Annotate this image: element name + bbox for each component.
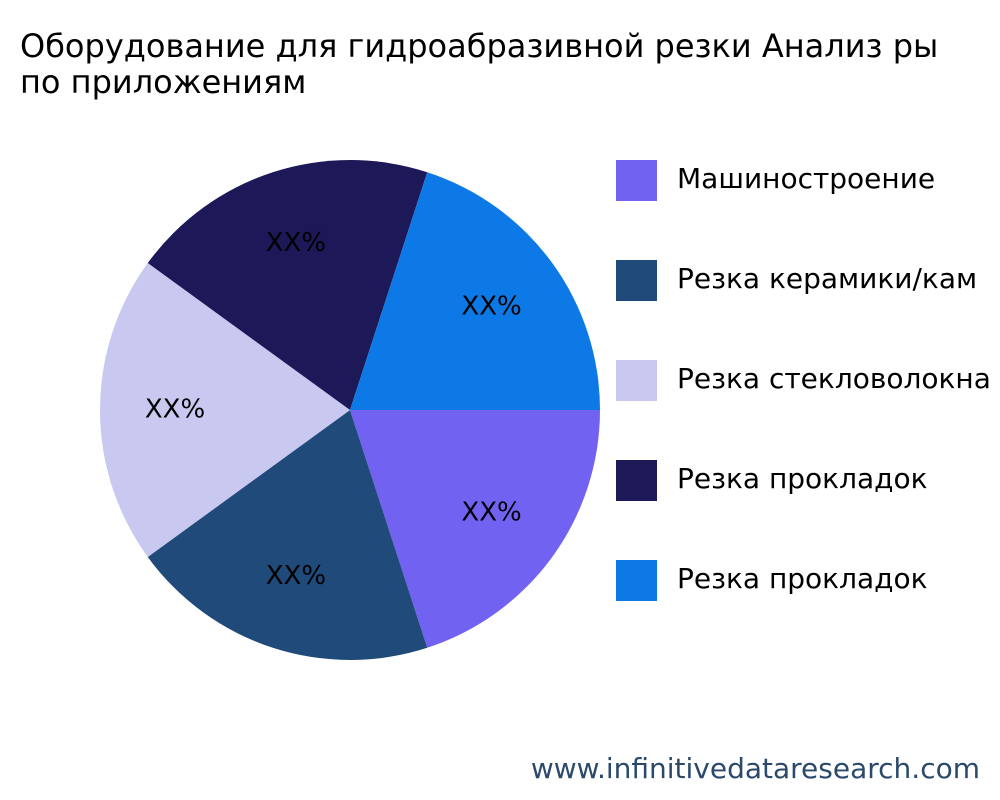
- pie-slice: [100, 263, 350, 557]
- pie-slice: [350, 410, 600, 648]
- legend-label: Резка керамики/кам: [677, 262, 977, 295]
- legend-label: Резка стекловолокна: [677, 362, 991, 395]
- pie-slice: [147, 410, 428, 660]
- legend-label: Резка прокладок: [677, 462, 928, 495]
- footer: www.infinitivedataresearch.com: [531, 752, 980, 785]
- legend-swatch: [616, 460, 657, 501]
- legend-swatch: [616, 260, 657, 301]
- legend-label: Резка прокладок: [677, 562, 928, 595]
- slice-label: XX%: [266, 561, 326, 591]
- slice-label: XX%: [266, 228, 326, 258]
- legend-swatch: [616, 160, 657, 201]
- slice-label: XX%: [145, 395, 205, 425]
- legend-swatch: [616, 360, 657, 401]
- legend-label: Машиностроение: [677, 162, 935, 195]
- pie-slice: [350, 172, 600, 410]
- pie-slice: [147, 160, 428, 410]
- legend-swatch: [616, 560, 657, 601]
- slice-label: XX%: [461, 497, 521, 527]
- slice-label: XX%: [461, 292, 521, 322]
- chart-title: Оборудование для гидроабразивной резки А…: [20, 27, 939, 101]
